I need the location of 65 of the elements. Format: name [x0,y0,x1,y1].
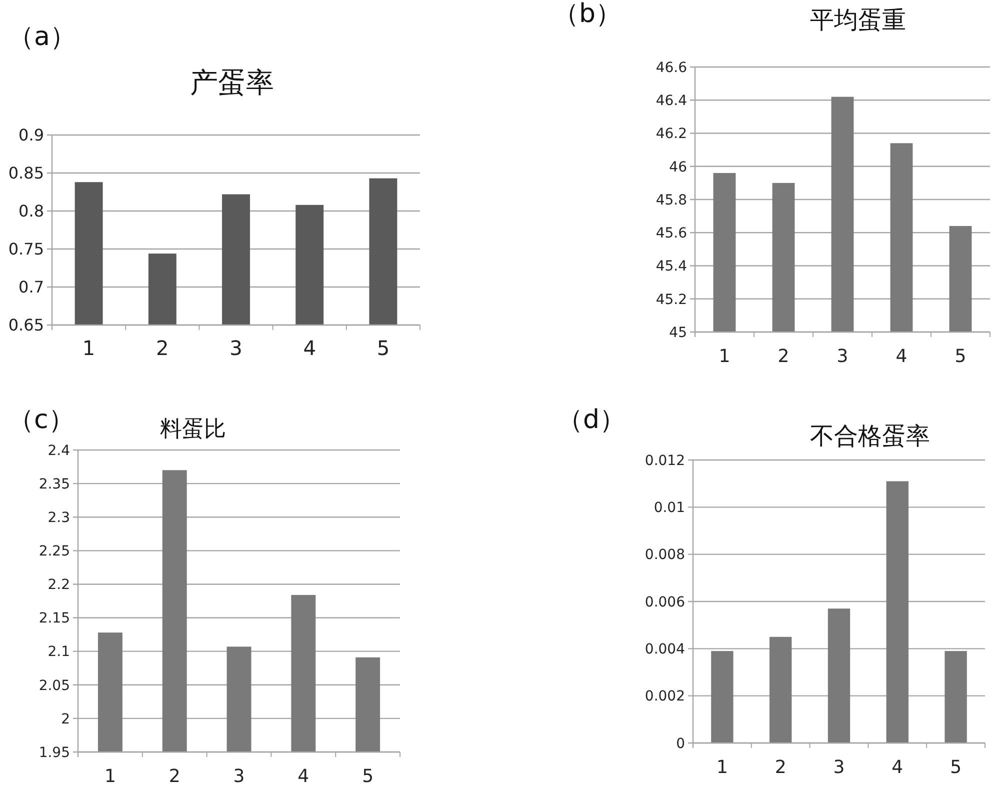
y-tick-label: 0.008 [644,547,685,564]
y-tick-label: 2.3 [48,510,70,526]
y-tick-label: 0.7 [18,278,44,297]
text: （d） [557,405,626,435]
x-tick-label: 2 [168,766,180,787]
y-tick-label: 45.6 [656,226,688,242]
bar [944,651,967,743]
y-tick-label: 0.01 [654,500,685,516]
bar [828,608,850,743]
y-tick-label: 46.2 [656,126,687,142]
y-tick-label: 45.4 [656,258,688,275]
x-tick-label: 3 [836,346,848,367]
x-tick-label: 1 [716,757,728,778]
chart-title: 平均蛋重 [810,6,906,34]
y-tick-label: 45.2 [656,292,687,308]
x-tick-label: 2 [774,757,786,778]
y-tick-label: 0.65 [8,316,44,335]
x-tick-label: 3 [233,766,245,787]
text: （c） [8,405,74,435]
x-tick-label: 4 [298,766,310,787]
bar [886,481,908,743]
y-tick-label: 0 [676,736,685,752]
y-tick-label: 46 [669,159,688,176]
bar [770,636,792,743]
chart-title: 不合格蛋率 [810,422,930,450]
y-tick-label: 45 [669,324,687,341]
x-tick-label: 2 [778,346,790,367]
x-tick-label: 5 [376,336,390,360]
y-tick-label: 2.35 [38,476,70,492]
y-tick-label: 2.15 [38,610,70,627]
x-tick-label: 5 [954,346,966,367]
y-tick-label: 0.004 [644,642,686,658]
y-tick-label: 0.75 [8,240,44,259]
y-tick-label: 2.25 [38,544,70,560]
y-tick-label: 0.006 [644,594,686,610]
y-tick-label: 2.1 [48,644,70,660]
y-tick-label: 2.05 [38,678,70,694]
y-tick-label: 45.8 [656,192,687,208]
y-tick-label: 2.4 [48,442,70,459]
x-tick-label: 2 [156,336,169,360]
y-tick-label: 0.8 [18,202,44,221]
x-tick-label: 3 [833,757,845,778]
y-tick-label: 0.012 [644,452,685,469]
y-tick-label: 0.9 [18,126,44,145]
text: （a） [8,22,76,52]
x-tick-label: 5 [950,757,962,778]
chart-title: 产蛋率 [190,66,274,99]
y-tick-label: 0.85 [8,164,44,183]
x-tick-label: 4 [303,336,316,360]
x-tick-label: 1 [104,766,116,787]
x-tick-label: 1 [82,336,96,360]
y-tick-label: 2.2 [48,577,70,594]
y-tick-label: 46.4 [656,93,688,110]
text: （b） [553,0,622,29]
x-tick-label: 3 [230,336,242,360]
y-tick-label: 0.002 [644,688,685,705]
x-tick-label: 4 [896,346,908,367]
x-tick-label: 1 [718,346,730,367]
chart-title: 料蛋比 [160,417,226,442]
y-tick-label: 1.95 [38,744,70,761]
y-tick-label: 46.6 [656,60,688,76]
bar [711,651,734,743]
y-tick-label: 2 [61,711,70,728]
x-tick-label: 5 [362,766,374,787]
x-tick-label: 4 [892,757,904,778]
